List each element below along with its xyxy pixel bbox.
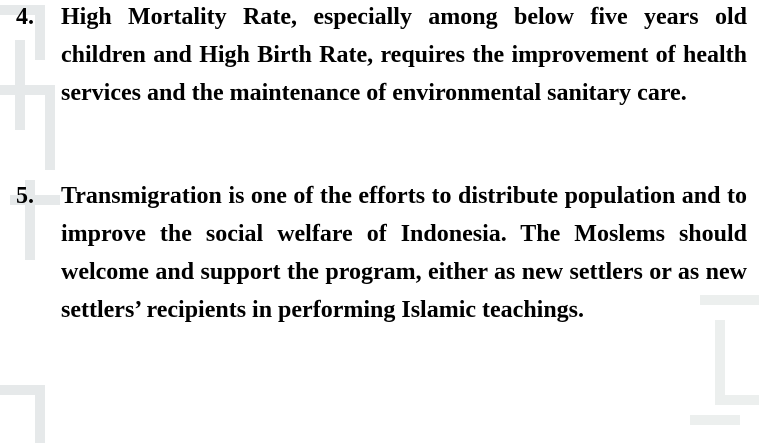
page: {"items": [ {"number": "4.", "text": "Hi… bbox=[0, 0, 759, 443]
item-text: Transmigration is one of the efforts to … bbox=[61, 177, 747, 329]
item-number: 5. bbox=[16, 177, 34, 215]
item-text: High Mortality Rate, especially among be… bbox=[61, 0, 747, 112]
watermark-left bbox=[0, 10, 60, 443]
item-number: 4. bbox=[16, 0, 34, 36]
